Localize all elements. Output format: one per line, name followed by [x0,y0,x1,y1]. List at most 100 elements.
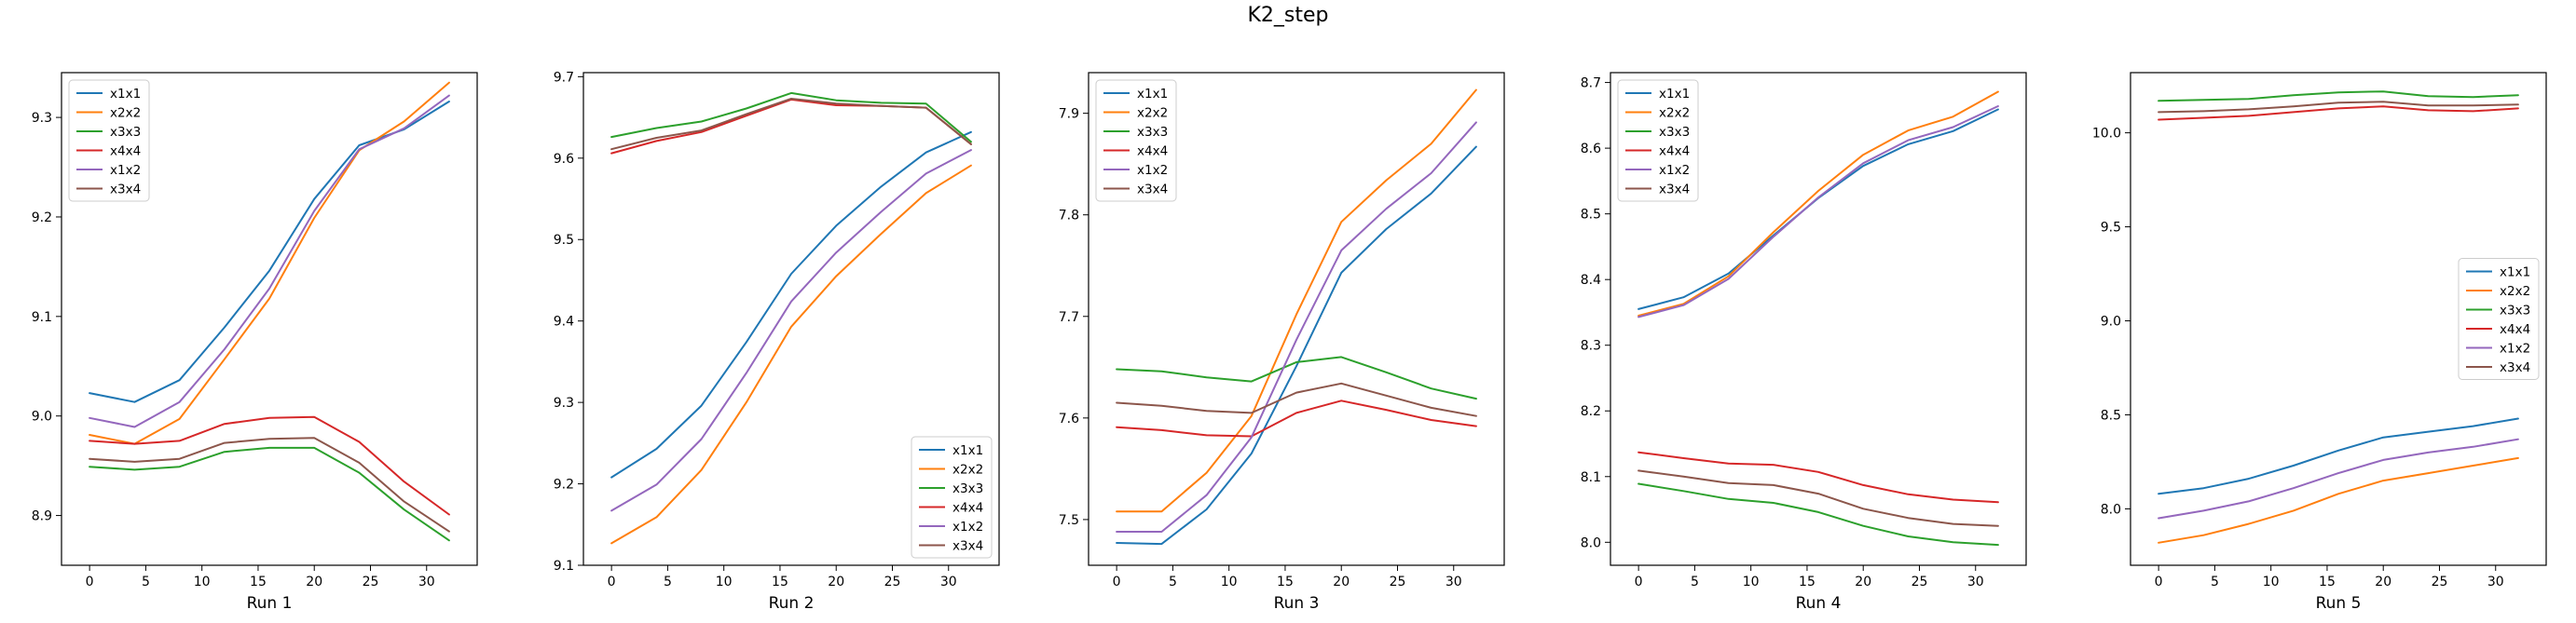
series-line-x3x3 [610,91,972,143]
y-tick-label: 8.9 [32,509,52,524]
legend-label-x3x3: x3x3 [1137,125,1168,140]
x-tick-label: 30 [1967,575,1984,589]
series-line-x3x3 [1116,356,1477,400]
x-tick-label: 30 [418,575,435,589]
y-tick-label: 9.3 [554,396,574,411]
x-tick-label: 25 [363,575,379,589]
series-line-x1x2 [1116,121,1477,533]
x-axis-label: Run 4 [1796,594,1842,613]
y-tick-label: 9.0 [2101,315,2121,330]
series-line-x3x4 [610,98,972,151]
y-tick-label: 9.1 [554,559,574,574]
y-tick-label: 7.9 [1059,107,1079,122]
series-line-x4x4 [2158,105,2519,121]
legend-label-x3x3: x3x3 [952,481,983,496]
series-line-x3x3 [1637,482,1999,547]
legend-box [911,436,993,559]
y-tick-label: 9.5 [554,233,574,248]
y-tick-label: 9.2 [32,210,52,225]
series-line-x1x2 [2158,438,2519,520]
series-line-x3x4 [2158,101,2519,114]
x-tick-label: 5 [664,575,672,589]
y-tick-label: 8.4 [1581,273,1601,288]
x-tick-label: 5 [1169,575,1177,589]
x-tick-label: 0 [1113,575,1121,589]
legend-label-x3x4: x3x4 [1137,183,1168,197]
legend-box [1617,79,1699,202]
x-tick-label: 20 [1333,575,1350,589]
series-line-x1x1 [2158,417,2519,495]
x-tick-label: 25 [884,575,901,589]
x-tick-label: 0 [86,575,94,589]
y-tick-label: 8.7 [1581,76,1601,91]
y-tick-label: 7.5 [1059,513,1079,528]
legend-label-x1x1: x1x1 [110,87,141,102]
y-tick-label: 8.0 [2101,502,2121,517]
legend-label-x1x1: x1x1 [952,443,983,458]
legend-label-x4x4: x4x4 [1137,144,1168,159]
series-line-x3x3 [2158,90,2519,102]
legend-label-x4x4: x4x4 [1659,144,1690,159]
x-tick-label: 30 [2487,575,2504,589]
y-tick-label: 8.3 [1581,339,1601,354]
x-axis-label: Run 3 [1274,594,1320,613]
legend-label-x1x1: x1x1 [1659,87,1690,102]
series-line-x3x4 [89,437,450,533]
series-line-x2x2 [1637,90,1999,317]
axes-frame [1610,72,2027,566]
legend-label-x2x2: x2x2 [1137,106,1168,121]
x-tick-label: 20 [1855,575,1871,589]
x-tick-label: 25 [1911,575,1928,589]
series-line-x1x1 [1116,145,1477,546]
x-axis-label: Run 5 [2316,594,2362,613]
legend-label-x4x4: x4x4 [952,501,983,516]
axes-frame [582,72,1000,566]
series-line-x3x3 [89,446,450,542]
series-line-x3x4 [1116,382,1477,417]
legend-label-x1x2: x1x2 [2500,342,2530,357]
y-tick-label: 9.5 [2101,221,2121,236]
x-tick-label: 30 [940,575,957,589]
legend-label-x4x4: x4x4 [110,144,141,159]
legend-label-x3x4: x3x4 [110,183,141,197]
series-line-x2x2 [2158,456,2519,544]
legend-label-x1x2: x1x2 [1659,163,1690,178]
y-tick-label: 8.5 [1581,208,1601,223]
axes-frame [1088,72,1505,566]
y-tick-label: 9.1 [32,310,52,325]
y-tick-label: 10.0 [2092,127,2121,142]
legend-box [1095,79,1177,202]
y-tick-label: 9.7 [554,70,574,85]
x-tick-label: 20 [306,575,322,589]
legend-label-x1x2: x1x2 [952,520,983,535]
x-tick-label: 0 [608,575,616,589]
x-tick-label: 15 [1277,575,1294,589]
x-tick-label: 15 [1799,575,1816,589]
legend-label-x3x3: x3x3 [110,125,141,140]
series-line-x2x2 [89,81,450,445]
series-line-x4x4 [1116,400,1477,438]
x-tick-label: 5 [1691,575,1699,589]
x-tick-label: 25 [1390,575,1406,589]
x-tick-label: 15 [250,575,267,589]
legend-label-x2x2: x2x2 [952,463,983,478]
series-line-x4x4 [1637,451,1999,504]
y-tick-label: 8.0 [1581,535,1601,550]
y-tick-label: 9.2 [554,478,574,493]
legend-label-x3x4: x3x4 [952,539,983,554]
series-line-x1x1 [610,130,972,479]
series-line-x1x2 [610,149,972,512]
legend-label-x3x3: x3x3 [2500,304,2530,318]
series-line-x4x4 [89,415,450,516]
legend-label-x2x2: x2x2 [110,106,141,121]
legend-label-x2x2: x2x2 [2500,284,2530,299]
x-tick-label: 10 [1221,575,1238,589]
y-tick-label: 9.3 [32,111,52,126]
x-tick-label: 10 [194,575,211,589]
legend-label-x4x4: x4x4 [2500,322,2530,337]
x-tick-label: 0 [2155,575,2163,589]
x-tick-label: 25 [2432,575,2448,589]
legend-label-x3x4: x3x4 [2500,360,2530,375]
y-tick-label: 9.6 [554,152,574,167]
